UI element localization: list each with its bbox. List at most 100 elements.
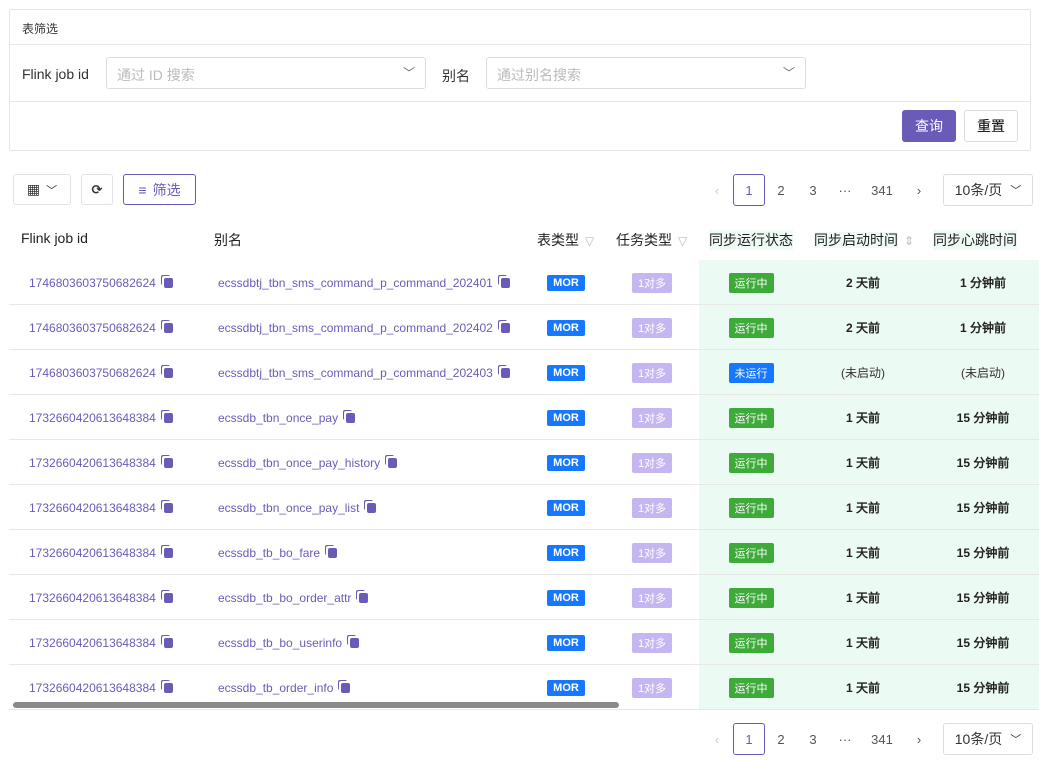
task-type-badge: 1对多 xyxy=(631,632,673,653)
start-time: 2 天前 xyxy=(845,276,880,290)
horizontal-scrollbar[interactable] xyxy=(13,702,619,708)
page-ellipsis[interactable]: ··· xyxy=(838,182,852,198)
copy-icon[interactable] xyxy=(163,457,173,468)
job-id-link[interactable]: 1732660420613648384 xyxy=(29,635,156,650)
alias-link[interactable]: ecssdb_tbn_once_pay xyxy=(218,410,339,425)
copy-icon[interactable] xyxy=(341,682,351,693)
task-type-badge: 1对多 xyxy=(631,407,673,428)
filter-icon[interactable]: ▽ xyxy=(678,234,688,248)
copy-icon[interactable] xyxy=(359,592,369,603)
copy-icon[interactable] xyxy=(163,277,173,288)
col-alias: 别名 xyxy=(214,232,242,248)
page-3[interactable]: 3 xyxy=(809,182,817,198)
page-last[interactable]: 341 xyxy=(871,731,893,747)
filter-button[interactable]: ≡ 筛选 xyxy=(123,174,196,205)
copy-icon[interactable] xyxy=(500,277,510,288)
copy-icon[interactable] xyxy=(388,457,398,468)
page-size-value: 10条/页 xyxy=(954,731,1003,747)
alias-link[interactable]: ecssdb_tbn_once_pay_list xyxy=(218,500,360,515)
heartbeat-time: 15 分钟前 xyxy=(956,681,1010,695)
page-ellipsis[interactable]: ··· xyxy=(838,731,852,747)
filter-icon[interactable]: ▽ xyxy=(585,234,595,248)
refresh-button[interactable]: ⟳ xyxy=(81,174,113,205)
page-2[interactable]: 2 xyxy=(777,731,785,747)
reset-button[interactable]: 重置 xyxy=(964,110,1018,142)
job-id-link[interactable]: 1746803603750682624 xyxy=(29,320,156,335)
copy-icon[interactable] xyxy=(163,592,173,603)
prev-page-button[interactable]: ‹ xyxy=(714,731,720,747)
copy-icon[interactable] xyxy=(500,367,510,378)
copy-icon[interactable] xyxy=(163,637,173,648)
page-size-select[interactable]: 10条/页 ﹀ xyxy=(943,174,1033,206)
col-start-time-label: 同步启动时间 xyxy=(814,232,898,248)
copy-icon[interactable] xyxy=(500,322,510,333)
heartbeat-time: 15 分钟前 xyxy=(956,456,1010,470)
page-1[interactable]: 1 xyxy=(733,723,765,755)
alias-link[interactable]: ecssdb_tb_order_info xyxy=(218,680,334,695)
page-1[interactable]: 1 xyxy=(733,174,765,206)
chevron-down-icon: ﹀ xyxy=(1010,734,1022,746)
copy-icon[interactable] xyxy=(163,502,173,513)
heartbeat-time: 15 分钟前 xyxy=(956,501,1010,515)
col-task-type[interactable]: 任务类型 ▽ xyxy=(616,230,687,250)
query-button[interactable]: 查询 xyxy=(902,110,956,142)
job-id-link[interactable]: 1732660420613648384 xyxy=(29,680,156,695)
copy-icon[interactable] xyxy=(163,322,173,333)
heartbeat-time: 15 分钟前 xyxy=(956,591,1010,605)
page-2[interactable]: 2 xyxy=(777,182,785,198)
job-id-link[interactable]: 1732660420613648384 xyxy=(29,590,156,605)
sort-icon[interactable]: ⇕ xyxy=(904,234,915,248)
column-settings-button[interactable]: ▦ ﹀ xyxy=(13,174,71,205)
copy-icon[interactable] xyxy=(163,682,173,693)
table-type-badge: MOR xyxy=(547,409,585,426)
job-id-link[interactable]: 1732660420613648384 xyxy=(29,545,156,560)
page-size-value: 10条/页 xyxy=(954,182,1003,198)
copy-icon[interactable] xyxy=(163,547,173,558)
alias-link[interactable]: ecssdbtj_tbn_sms_command_p_command_20240… xyxy=(218,365,493,380)
alias-select[interactable]: 通过别名搜索 ﹀ xyxy=(486,57,806,89)
job-id-select[interactable]: 通过 ID 搜索 ﹀ xyxy=(106,57,426,89)
alias-link[interactable]: ecssdb_tbn_once_pay_history xyxy=(218,455,381,470)
alias-link[interactable]: ecssdb_tb_bo_userinfo xyxy=(218,635,343,650)
start-time: (未启动) xyxy=(841,366,885,380)
col-heartbeat-time: 同步心跳时间 xyxy=(933,230,1017,250)
job-id-link[interactable]: 1746803603750682624 xyxy=(29,365,156,380)
sync-status-badge: 运行中 xyxy=(728,272,774,293)
col-table-type[interactable]: 表类型 ▽ xyxy=(537,230,594,250)
alias-link[interactable]: ecssdb_tb_bo_order_attr xyxy=(218,590,352,605)
copy-icon[interactable] xyxy=(163,367,173,378)
job-id-link[interactable]: 1732660420613648384 xyxy=(29,455,156,470)
page-last[interactable]: 341 xyxy=(871,182,893,198)
copy-icon[interactable] xyxy=(346,412,356,423)
alias-link[interactable]: ecssdb_tb_bo_fare xyxy=(218,545,321,560)
filter-button-label: 筛选 xyxy=(152,181,181,198)
table-type-badge: MOR xyxy=(547,454,585,471)
copy-icon[interactable] xyxy=(367,502,377,513)
task-type-badge: 1对多 xyxy=(631,497,673,518)
next-page-button[interactable]: › xyxy=(916,182,922,198)
alias-placeholder: 通过别名搜索 xyxy=(497,67,581,83)
next-page-button[interactable]: › xyxy=(916,731,922,747)
job-id-link[interactable]: 1732660420613648384 xyxy=(29,410,156,425)
start-time: 1 天前 xyxy=(845,681,880,695)
job-id-link[interactable]: 1746803603750682624 xyxy=(29,275,156,290)
table-row: 1732660420613648384 ecssdb_tb_bo_userinf… xyxy=(9,620,1039,665)
table-row: 1732660420613648384 ecssdb_tb_order_info… xyxy=(9,665,1039,710)
page-size-select[interactable]: 10条/页 ﹀ xyxy=(943,723,1033,755)
sync-status-badge: 运行中 xyxy=(728,587,774,608)
col-table-type-label: 表类型 xyxy=(537,232,579,248)
page-3[interactable]: 3 xyxy=(809,731,817,747)
task-type-badge: 1对多 xyxy=(631,317,673,338)
col-start-time[interactable]: 同步启动时间 ⇕ xyxy=(814,230,914,250)
alias-link[interactable]: ecssdbtj_tbn_sms_command_p_command_20240… xyxy=(218,320,493,335)
job-id-link[interactable]: 1732660420613648384 xyxy=(29,500,156,515)
chevron-down-icon: ﹀ xyxy=(46,184,58,197)
prev-page-button[interactable]: ‹ xyxy=(714,182,720,198)
copy-icon[interactable] xyxy=(163,412,173,423)
col-sync-status: 同步运行状态 xyxy=(709,230,793,250)
task-type-badge: 1对多 xyxy=(631,542,673,563)
alias-link[interactable]: ecssdbtj_tbn_sms_command_p_command_20240… xyxy=(218,275,493,290)
copy-icon[interactable] xyxy=(328,547,338,558)
refresh-icon: ⟳ xyxy=(91,181,103,197)
copy-icon[interactable] xyxy=(350,637,360,648)
